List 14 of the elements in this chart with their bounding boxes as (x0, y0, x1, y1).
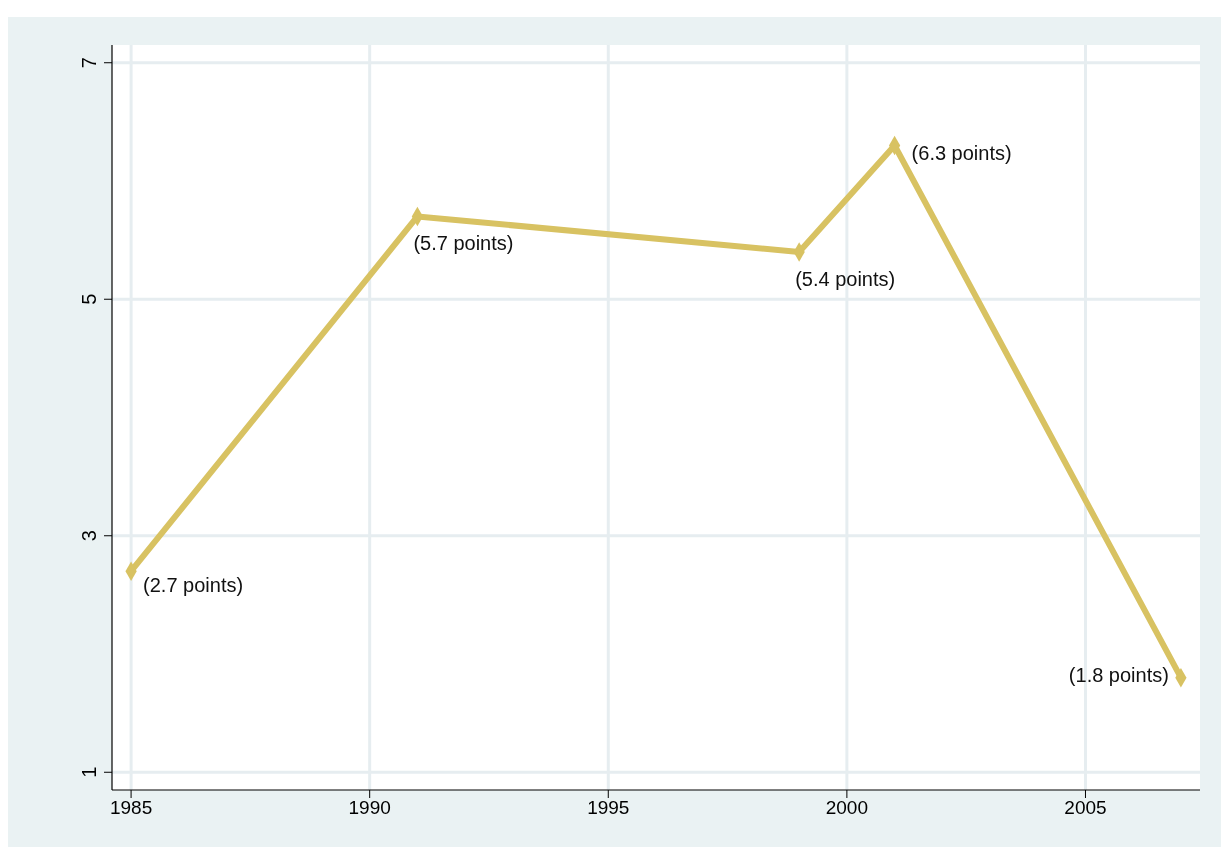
y-tick-label: 5 (78, 293, 100, 305)
data-label: (6.3 points) (911, 141, 1012, 164)
data-label: (5.7 points) (413, 232, 514, 255)
x-tick-label: 2005 (1064, 797, 1107, 818)
x-tick-label: 1995 (587, 797, 630, 818)
y-tick-label: 1 (78, 766, 100, 778)
data-label: (1.8 points) (1068, 663, 1169, 686)
x-tick-label: 1990 (348, 797, 391, 818)
x-tick-label: 1985 (109, 797, 153, 818)
y-tick-label: 3 (78, 530, 100, 542)
data-label: (5.4 points) (795, 267, 896, 290)
data-label: (2.7 points) (143, 574, 244, 597)
x-tick-label: 2000 (825, 797, 869, 818)
y-tick-label: 7 (78, 57, 100, 69)
